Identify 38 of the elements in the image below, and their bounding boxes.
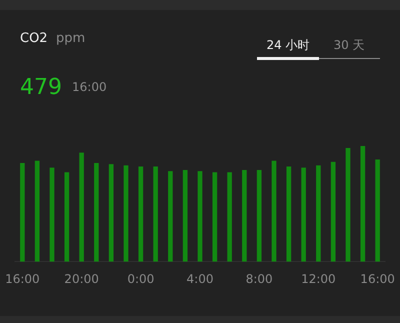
bar (272, 160, 276, 262)
x-tick-label: 8:00 (246, 272, 273, 286)
text: 30 天 (332, 37, 366, 54)
x-tick-label: 4:00 (186, 272, 214, 286)
x-tick-label: 20:00 (64, 272, 99, 286)
text: 479 (20, 75, 62, 100)
bar (124, 165, 128, 262)
bar (20, 163, 25, 262)
bar (182, 170, 188, 262)
bar (94, 163, 99, 262)
bar (198, 171, 202, 262)
x-tick-label: 0:00 (127, 272, 154, 286)
chart-subtitle: ppm (56, 31, 86, 46)
bar (360, 146, 366, 262)
bar (64, 172, 70, 262)
bar (256, 170, 262, 262)
text: 16:00 (72, 80, 107, 94)
bar (301, 168, 306, 262)
bar (168, 171, 173, 262)
bar (153, 166, 158, 262)
bar (346, 148, 350, 262)
bar (108, 164, 114, 262)
bar (286, 166, 292, 262)
bar (330, 162, 336, 262)
bar (242, 170, 247, 262)
bar (316, 165, 321, 262)
chart-title: CO2 (20, 31, 48, 46)
bar (79, 152, 84, 262)
bar (50, 168, 54, 262)
text: 24 小时 (265, 37, 311, 54)
bar (227, 172, 232, 262)
bar (212, 172, 218, 262)
bar (34, 160, 40, 262)
x-tick-label: 16:00 (360, 272, 395, 286)
bar (138, 166, 144, 262)
x-tick-label: 16:00 (5, 272, 40, 286)
x-tick-label: 12:00 (301, 272, 336, 286)
bar (375, 160, 380, 262)
